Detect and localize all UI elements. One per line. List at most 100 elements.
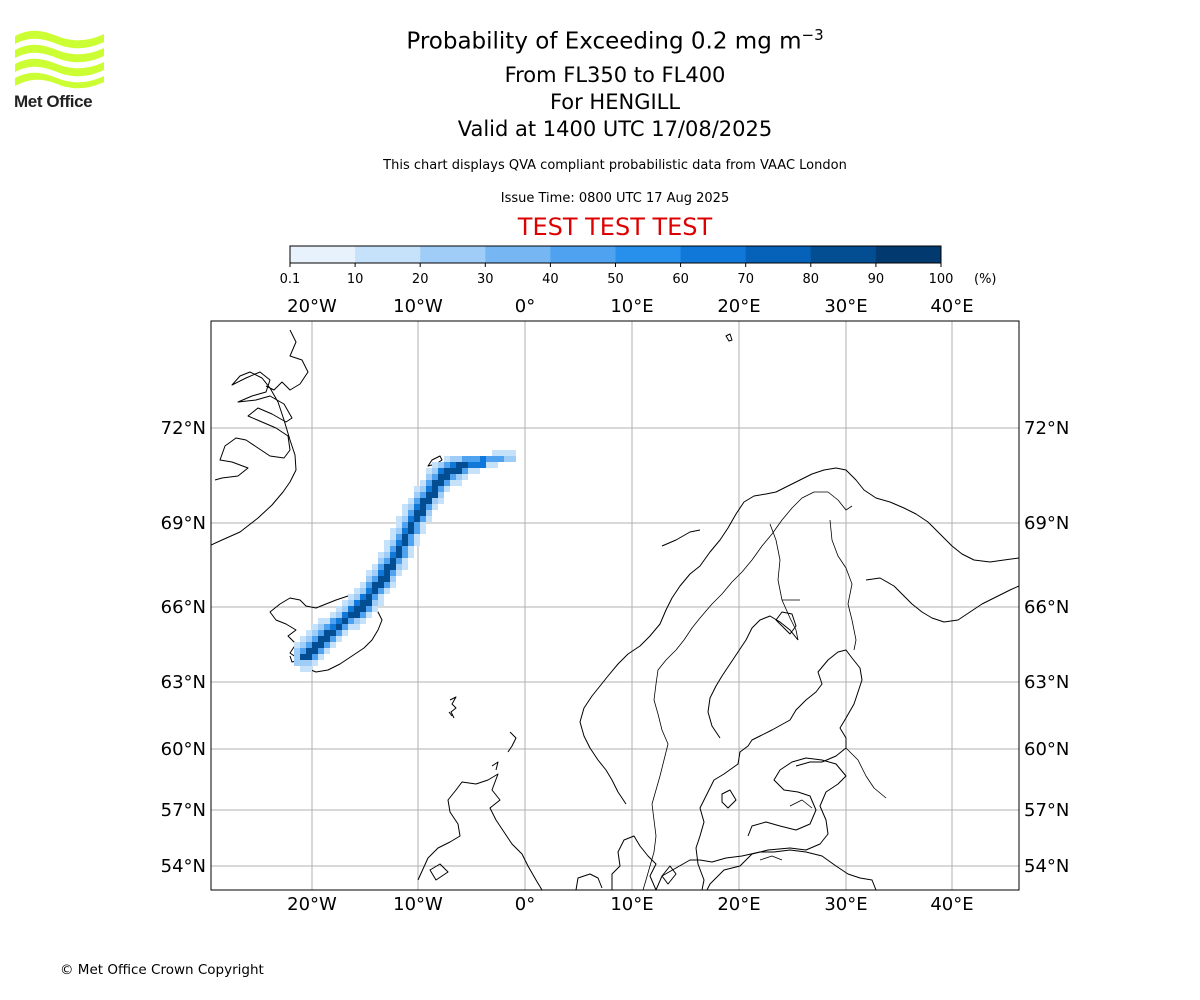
plume-cell (372, 594, 378, 600)
plume-cell (414, 498, 420, 504)
plume-cell (312, 654, 318, 660)
plume-cell (450, 456, 456, 462)
plume-cell (492, 450, 498, 456)
plume-cell (342, 630, 348, 636)
plume-cell (318, 630, 324, 636)
plume-cell (330, 630, 336, 636)
colorbar-segment (810, 246, 877, 263)
plume-cell (324, 630, 330, 636)
plume-cell (498, 450, 504, 456)
plume-cell (306, 642, 312, 648)
plume-cell (384, 576, 390, 582)
lon-label-top: 30°E (824, 296, 867, 317)
plume-cell (426, 510, 432, 516)
colorbar-unit: (%) (974, 272, 997, 287)
met-office-logo-text: Met Office (14, 92, 93, 111)
plume-cell (378, 558, 384, 564)
plume-cell (414, 492, 420, 498)
plume-cell (318, 618, 324, 624)
plume-cell (426, 504, 432, 510)
plume-cell (336, 606, 342, 612)
lon-label-top: 20°W (287, 296, 337, 317)
plume-cell (384, 558, 390, 564)
plume-cell (474, 456, 480, 462)
lon-label-bottom: 20°E (717, 894, 760, 915)
plume-cell (366, 588, 372, 594)
plume-cell (390, 528, 396, 534)
plume-cell (396, 552, 402, 558)
chart-title: Probability of Exceeding 0.2 mg m−3 (406, 26, 824, 55)
colorbar-tick-label: 20 (412, 272, 429, 287)
plume-cell (294, 654, 300, 660)
colorbar-tick-label: 100 (929, 272, 954, 287)
plume-cell (318, 654, 324, 660)
plume-cell (294, 660, 300, 666)
plume-cell (420, 492, 426, 498)
plume-cell (360, 594, 366, 600)
plume-cell (408, 510, 414, 516)
valid-time: Valid at 1400 UTC 17/08/2025 (457, 117, 773, 141)
plume-cell (498, 456, 504, 462)
plume-cell (354, 588, 360, 594)
plume-cell (360, 588, 366, 594)
plume-cell (384, 552, 390, 558)
plume-cell (426, 492, 432, 498)
colorbar-segment (875, 246, 942, 263)
coastline-denmark (575, 835, 677, 890)
plume-cell (384, 570, 390, 576)
plume-cell (390, 558, 396, 564)
plume-cell (294, 642, 300, 648)
lat-label-right: 54°N (1024, 856, 1069, 877)
plume-cell (438, 480, 444, 486)
plume-cell (432, 498, 438, 504)
plume-cell (342, 606, 348, 612)
plume-cell (354, 600, 360, 606)
plume-cell (408, 504, 414, 510)
plume-cell (420, 522, 426, 528)
test-banner: TEST TEST TEST (517, 213, 713, 241)
colorbar-segment (420, 246, 486, 263)
plume-cell (342, 612, 348, 618)
plume-cell (360, 582, 366, 588)
plume-cell (426, 516, 432, 522)
plume-cell (414, 510, 420, 516)
plume-cell (414, 528, 420, 534)
colorbar-tick-label: 70 (737, 272, 754, 287)
lat-label-right: 63°N (1024, 672, 1069, 693)
plume-cell (396, 540, 402, 546)
plume-cell (438, 468, 444, 474)
plume-cell (378, 564, 384, 570)
plume-cell (330, 612, 336, 618)
plume-cell (450, 468, 456, 474)
plume-cell (408, 528, 414, 534)
plume-cell (372, 582, 378, 588)
lon-label-bottom: 30°E (824, 894, 867, 915)
plume-cell (318, 636, 324, 642)
plume-cell (408, 546, 414, 552)
plume-cell (306, 636, 312, 642)
plume-cell (438, 486, 444, 492)
lat-label-left: 66°N (161, 597, 206, 618)
plume-cell (354, 594, 360, 600)
probability-colorbar: 0.1 10 20 30 40 50 60 70 80 90 100 (%) (280, 245, 997, 287)
plume-cell (378, 588, 384, 594)
plume-cell (444, 456, 450, 462)
colorbar-segment (485, 246, 551, 263)
plume-cell (366, 594, 372, 600)
plume-cell (336, 612, 342, 618)
plume-cell (504, 450, 510, 456)
lon-label-top: 40°E (930, 296, 973, 317)
plume-cell (396, 522, 402, 528)
plume-cell (342, 618, 348, 624)
plume-cell (444, 480, 450, 486)
plume-cell (372, 564, 378, 570)
plume-cell (402, 564, 408, 570)
lat-label-left: 69°N (161, 513, 206, 534)
plume-cell (336, 624, 342, 630)
plume-cell (414, 534, 420, 540)
plume-cell (444, 474, 450, 480)
plume-cell (396, 546, 402, 552)
plume-cell (420, 486, 426, 492)
plume-cell (390, 546, 396, 552)
